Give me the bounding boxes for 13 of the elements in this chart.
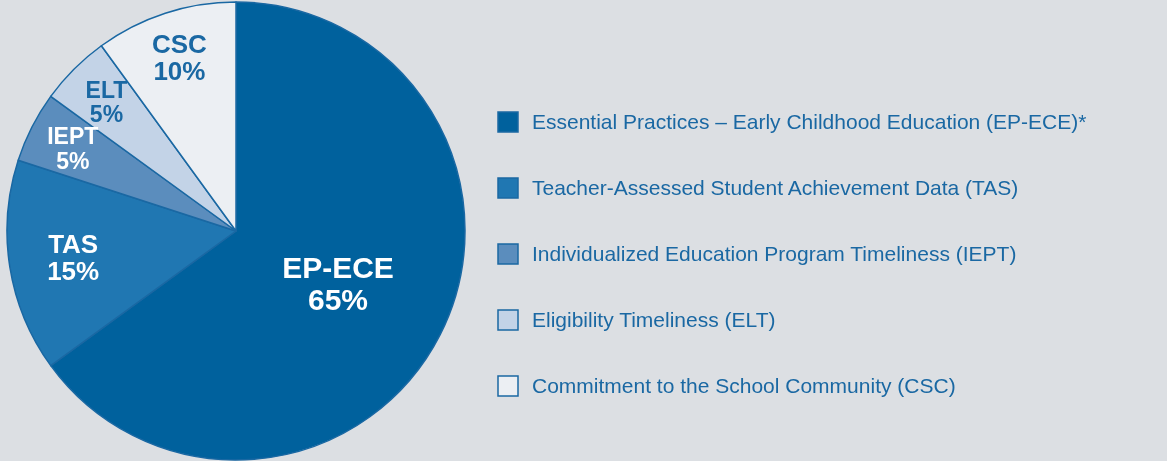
legend-label: Teacher-Assessed Student Achievement Data (TAS) — [532, 176, 1019, 200]
data-label: 10% — [153, 56, 206, 87]
data-label: 65% — [308, 282, 369, 316]
legend-label: Individualized Education Program Timeliness (IEPT) — [532, 242, 1017, 266]
text: CSC — [151, 28, 208, 59]
text: EP-ECE — [282, 251, 394, 285]
text: TAS — [48, 228, 99, 259]
legend-label: Eligibility Timeliness (ELT) — [532, 308, 776, 332]
legend-label: Commitment to the School Community (CSC) — [532, 374, 956, 398]
data-label: 15% — [47, 256, 100, 287]
legend-label: Essential Practices – Early Childhood Education (EP-ECE)* — [532, 110, 1087, 134]
data-label: 5% — [56, 147, 90, 174]
text: ELT — [85, 77, 128, 104]
